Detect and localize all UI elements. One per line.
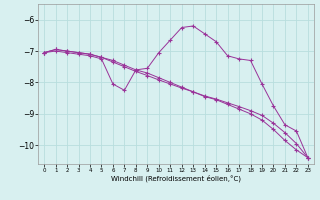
X-axis label: Windchill (Refroidissement éolien,°C): Windchill (Refroidissement éolien,°C) (111, 175, 241, 182)
